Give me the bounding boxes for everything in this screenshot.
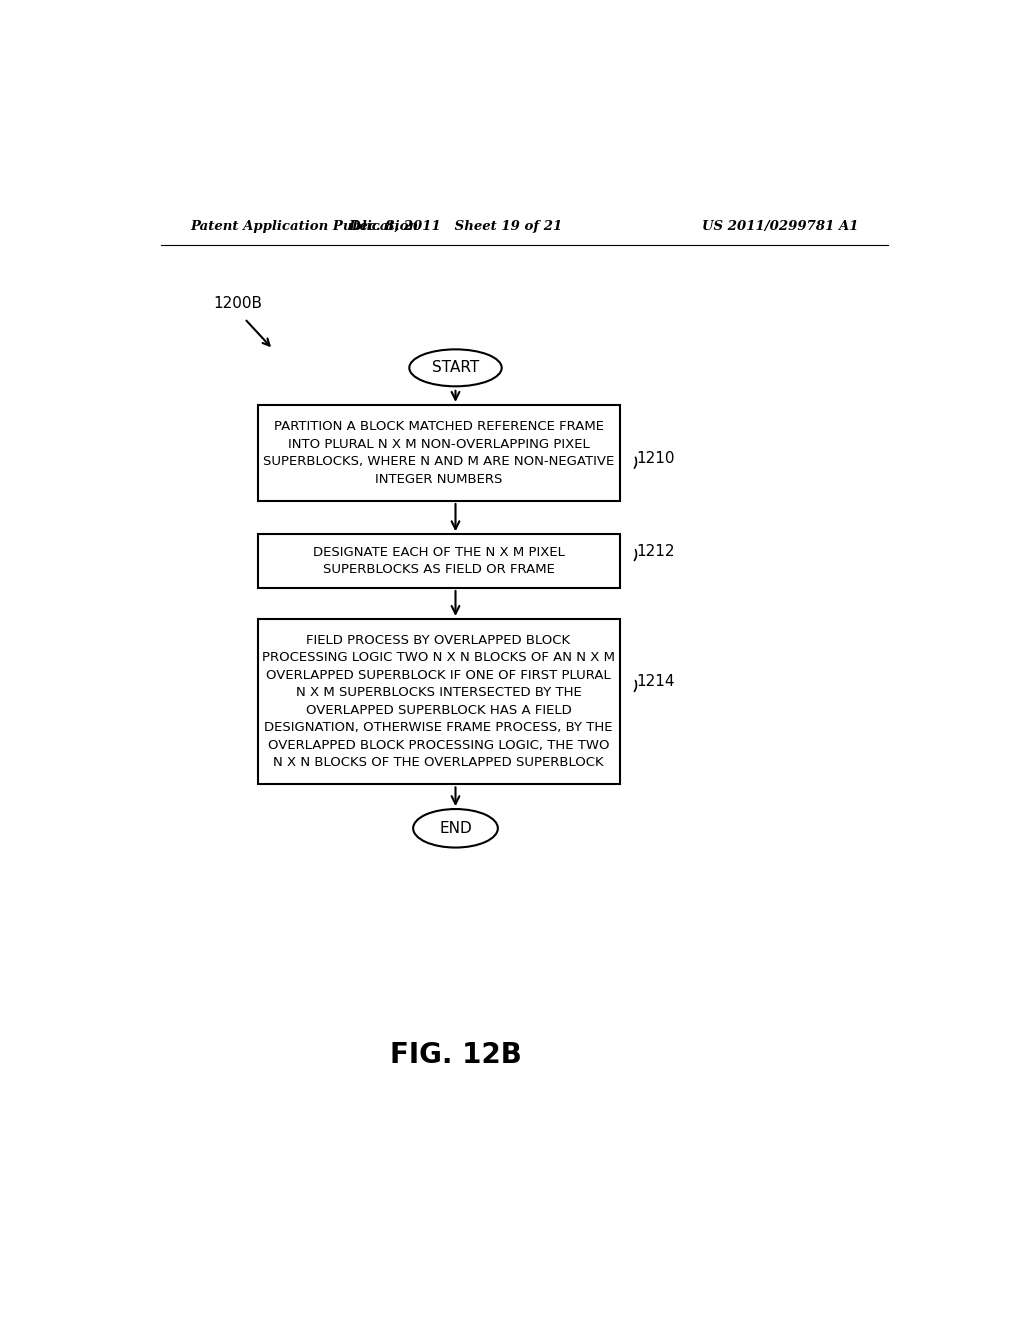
Text: FIG. 12B: FIG. 12B <box>389 1041 521 1069</box>
Text: US 2011/0299781 A1: US 2011/0299781 A1 <box>702 219 859 232</box>
Text: 1210: 1210 <box>637 451 675 466</box>
Text: DESIGNATE EACH OF THE N X M PIXEL
SUPERBLOCKS AS FIELD OR FRAME: DESIGNATE EACH OF THE N X M PIXEL SUPERB… <box>312 546 564 577</box>
Text: PARTITION A BLOCK MATCHED REFERENCE FRAME
INTO PLURAL N X M NON-OVERLAPPING PIXE: PARTITION A BLOCK MATCHED REFERENCE FRAM… <box>263 420 614 486</box>
Text: END: END <box>439 821 472 836</box>
Text: FIELD PROCESS BY OVERLAPPED BLOCK
PROCESSING LOGIC TWO N X N BLOCKS OF AN N X M
: FIELD PROCESS BY OVERLAPPED BLOCK PROCES… <box>262 634 615 770</box>
Text: 1212: 1212 <box>637 544 675 558</box>
Text: 1200B: 1200B <box>214 296 263 310</box>
Bar <box>258 405 620 502</box>
Text: Dec. 8, 2011   Sheet 19 of 21: Dec. 8, 2011 Sheet 19 of 21 <box>348 219 562 232</box>
Text: START: START <box>432 360 479 375</box>
Bar <box>258 535 620 589</box>
Bar <box>258 619 620 784</box>
Text: Patent Application Publication: Patent Application Publication <box>190 219 419 232</box>
Text: 1214: 1214 <box>637 675 675 689</box>
